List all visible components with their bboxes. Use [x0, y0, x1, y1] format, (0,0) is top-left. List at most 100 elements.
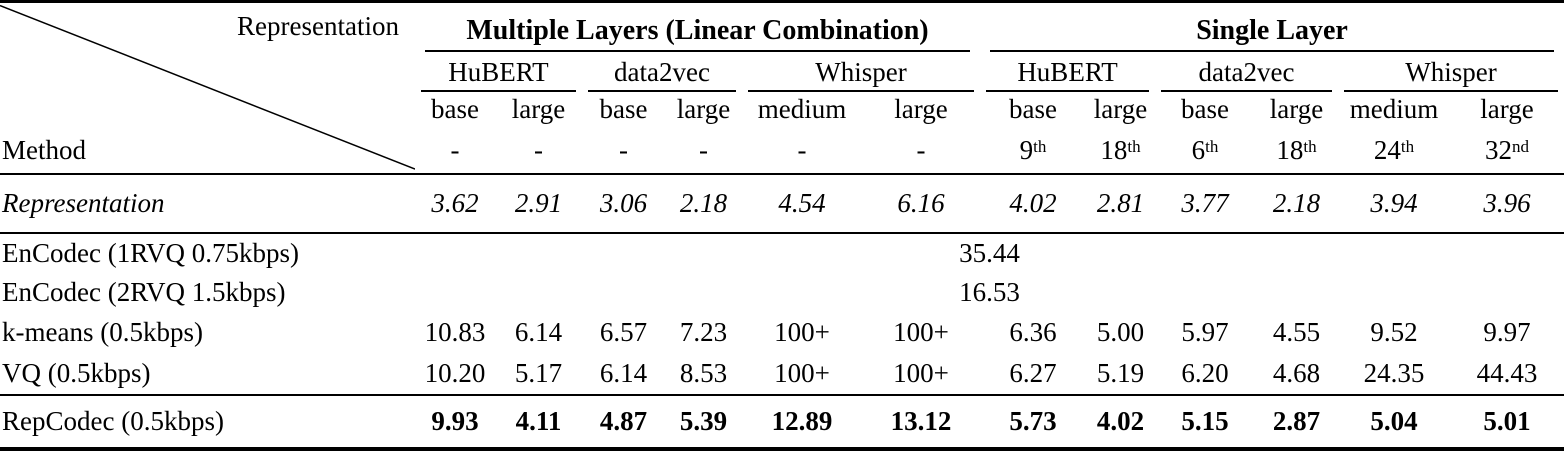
size-col-7: base [1009, 94, 1057, 124]
layer-col-4: - [699, 134, 708, 165]
value-cell: 6.36 [1009, 317, 1057, 347]
value-cell: 9.52 [1370, 317, 1418, 347]
row-encodec-1rvq: EnCodec (1RVQ 0.75kbps) 35.44 [0, 233, 1564, 273]
model-hubert-ml: HuBERT [415, 52, 582, 92]
model-label: data2vec [588, 57, 736, 92]
size-col-2: large [511, 94, 566, 124]
layer-col-8: 18th [1100, 134, 1141, 165]
model-label: Whisper [748, 57, 975, 92]
value-cell: 10.20 [415, 352, 495, 396]
size-col-5: medium [757, 94, 847, 124]
layer-col-10: 18th [1276, 134, 1317, 165]
corner-header-cell: Representation Method [0, 2, 415, 174]
layer-col-12: 32nd [1485, 134, 1530, 165]
model-label: data2vec [1161, 57, 1333, 92]
value-cell: 10.83 [424, 317, 486, 347]
value-cell: 6.57 [599, 317, 648, 347]
section-multiple-layers-label: Multiple Layers (Linear Combination) [425, 15, 971, 52]
corner-representation-label: Representation [237, 11, 399, 41]
row-vq: VQ (0.5kbps) 10.20 5.17 6.14 8.53 100+ 1… [0, 352, 1564, 396]
header-size-row: base large base large medium large base … [0, 92, 1564, 128]
row-kmeans-label: k-means (0.5kbps) [2, 317, 203, 347]
value-cell: 3.94 [1338, 172, 1451, 234]
value-cell: 13.12 [862, 394, 981, 451]
value-cell: 4.02 [1086, 394, 1156, 451]
size-col-3: base [599, 94, 648, 124]
row-representation-label: Representation [0, 172, 415, 234]
value-cell: 5.15 [1155, 394, 1256, 451]
value-cell: 5.00 [1096, 317, 1145, 347]
value-cell: 5.19 [1086, 352, 1156, 396]
value-cell: 5.17 [495, 352, 582, 396]
row-representation: Representation 3.62 2.91 3.06 2.18 4.54 … [0, 172, 1564, 234]
section-single-layer: Single Layer [980, 2, 1564, 52]
layer-col-6: - [916, 134, 926, 165]
value-cell: 7.23 [679, 317, 728, 347]
header-model-row: HuBERT data2vec Whisper HuBERT data2vec … [0, 52, 1564, 92]
size-col-10: large [1269, 94, 1324, 124]
corner-method-label: Method [2, 134, 86, 165]
value-cell: 100+ [774, 317, 830, 347]
layer-col-9: 6th [1191, 134, 1219, 165]
value-cell: 12.89 [742, 394, 862, 451]
value-cell: 4.87 [582, 394, 665, 451]
header-section-row: Representation Method Multiple Layers (L… [0, 2, 1564, 52]
model-whisper-ml: Whisper [742, 52, 980, 92]
layer-col-2: - [534, 134, 543, 165]
layer-col-5: - [797, 134, 807, 165]
value-cell: 2.81 [1086, 172, 1156, 234]
value-cell: 2.87 [1255, 394, 1339, 451]
table-body: Representation 3.62 2.91 3.06 2.18 4.54 … [0, 172, 1564, 451]
row-vq-label: VQ (0.5kbps) [0, 352, 415, 396]
diagonal-divider-line [0, 3, 415, 173]
value-cell: 6.27 [980, 352, 1087, 396]
value-cell: 2.18 [665, 172, 742, 234]
row-encodec1-label: EnCodec (1RVQ 0.75kbps) [2, 237, 300, 268]
value-cell: 5.39 [665, 394, 742, 451]
size-col-12: large [1480, 94, 1534, 124]
layer-col-3: - [619, 134, 628, 165]
value-cell: 6.14 [582, 352, 665, 396]
layer-col-1: - [450, 134, 460, 165]
encodec1-value-cell: 35.44 [959, 237, 1020, 268]
value-cell: 5.01 [1450, 394, 1564, 451]
encodec2-value-cell: 16.53 [959, 277, 1020, 307]
value-cell: 8.53 [665, 352, 742, 396]
model-data2vec-ml: data2vec [582, 52, 742, 92]
value-cell: 5.04 [1338, 394, 1451, 451]
model-hubert-sl: HuBERT [980, 52, 1155, 92]
value-cell: 100+ [893, 317, 949, 347]
value-cell: 100+ [742, 352, 862, 396]
value-cell: 2.18 [1255, 172, 1339, 234]
value-cell: 6.20 [1155, 352, 1256, 396]
value-cell: 3.77 [1155, 172, 1256, 234]
value-cell: 4.55 [1272, 317, 1321, 347]
size-col-9: base [1181, 94, 1229, 124]
row-encodec2-label: EnCodec (2RVQ 1.5kbps) [2, 277, 286, 307]
value-cell: 4.68 [1255, 352, 1339, 396]
value-cell: 100+ [862, 352, 981, 396]
model-label: Whisper [1344, 57, 1559, 92]
section-single-layer-label: Single Layer [990, 15, 1555, 52]
size-col-6: large [894, 94, 948, 124]
value-cell: 4.02 [980, 172, 1087, 234]
value-cell: 5.97 [1181, 317, 1229, 347]
header-layer-row: - - - - - - 9th 18th 6th 18th 24th 32nd [0, 128, 1564, 174]
value-cell: 3.62 [415, 172, 495, 234]
section-multiple-layers: Multiple Layers (Linear Combination) [415, 2, 980, 52]
layer-col-7: 9th [1019, 134, 1047, 165]
model-label: HuBERT [421, 57, 576, 92]
model-data2vec-sl: data2vec [1155, 52, 1338, 92]
row-repcodec-label: RepCodec (0.5kbps) [0, 394, 415, 451]
value-cell: 4.54 [742, 172, 862, 234]
value-cell: 9.97 [1483, 317, 1531, 347]
value-cell: 44.43 [1450, 352, 1564, 396]
size-col-4: large [676, 94, 731, 124]
size-col-8: large [1093, 94, 1148, 124]
value-cell: 6.16 [862, 172, 981, 234]
value-cell: 3.06 [582, 172, 665, 234]
value-cell: 9.93 [415, 394, 495, 451]
size-col-1: base [431, 94, 479, 124]
table-header: Representation Method Multiple Layers (L… [0, 2, 1564, 174]
